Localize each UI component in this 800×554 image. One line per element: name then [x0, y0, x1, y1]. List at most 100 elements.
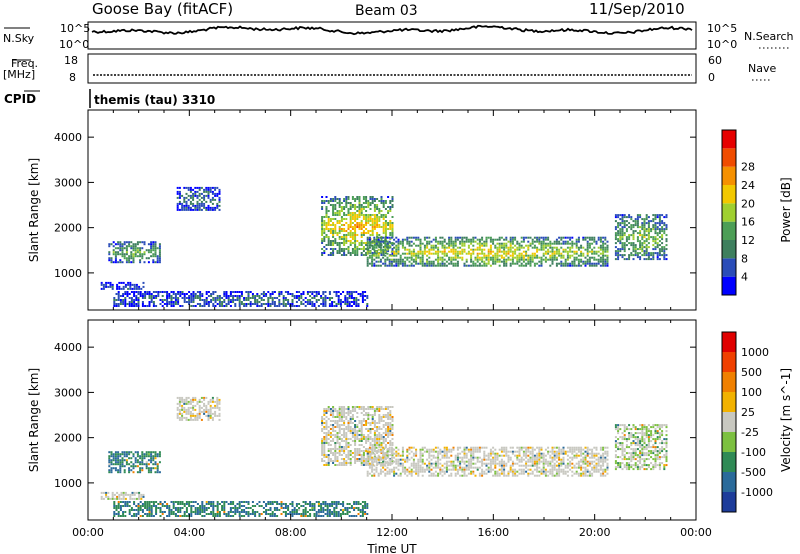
data-cell [345, 446, 348, 448]
data-cell [116, 491, 119, 494]
data-cell [284, 299, 287, 301]
data-cell [327, 230, 330, 232]
data-cell [336, 426, 339, 428]
data-cell [566, 262, 569, 265]
data-cell [483, 470, 486, 473]
data-cell [382, 464, 385, 467]
data-cell [384, 208, 387, 210]
data-cell [525, 452, 528, 455]
data-cell [401, 242, 404, 245]
data-cell [560, 238, 563, 241]
data-cell [437, 240, 440, 243]
data-cell [544, 460, 547, 463]
data-cell [329, 458, 332, 460]
data-cell [332, 438, 335, 440]
data-cell [494, 262, 497, 265]
data-cell [555, 446, 558, 449]
data-cell [645, 252, 648, 255]
data-cell [527, 446, 530, 449]
data-cell [354, 434, 357, 436]
data-cell [327, 200, 330, 202]
data-cell [549, 246, 552, 249]
data-cell [183, 200, 186, 203]
data-cell [340, 438, 343, 440]
data-cell [432, 450, 435, 453]
data-cell [430, 450, 433, 453]
data-cell [354, 236, 357, 238]
data-cell [143, 243, 146, 246]
data-cell [531, 462, 534, 465]
data-cell [111, 493, 114, 496]
data-cell [190, 305, 193, 307]
data-cell [267, 303, 270, 305]
data-cell [586, 454, 589, 457]
data-cell [397, 260, 400, 263]
data-cell [102, 497, 105, 500]
data-cell [327, 454, 330, 456]
data-cell [498, 248, 501, 251]
data-cell [382, 436, 385, 438]
date-title: 11/Sep/2010 [589, 0, 685, 18]
data-cell [391, 232, 394, 234]
data-cell [476, 448, 479, 451]
data-cell [389, 228, 392, 230]
data-cell [417, 236, 420, 239]
data-cell [621, 242, 624, 245]
data-cell [621, 248, 624, 251]
data-cell [340, 254, 343, 256]
data-cell [198, 186, 201, 189]
data-cell [379, 472, 382, 475]
data-cell [621, 238, 624, 241]
data-cell [373, 460, 376, 463]
data-cell [410, 456, 413, 459]
data-cell [334, 430, 337, 432]
data-cell [367, 406, 370, 408]
data-cell [356, 430, 359, 432]
data-cell [593, 252, 596, 255]
data-cell [356, 224, 359, 226]
data-cell [284, 291, 287, 293]
data-cell [365, 216, 368, 218]
data-cell [384, 446, 387, 449]
data-cell [555, 452, 558, 455]
data-cell [373, 424, 376, 426]
data-cell [380, 406, 383, 408]
data-cell [623, 226, 626, 229]
data-cell [487, 456, 490, 459]
data-cell [321, 240, 324, 242]
data-cell [198, 188, 201, 191]
data-cell [183, 301, 186, 303]
data-cell [542, 258, 545, 261]
data-cell [329, 410, 332, 412]
data-cell [379, 260, 382, 263]
data-cell [365, 228, 368, 230]
data-cell [108, 259, 111, 262]
data-cell [437, 242, 440, 245]
data-cell [619, 248, 622, 251]
data-cell [390, 236, 393, 239]
data-cell [419, 464, 422, 467]
data-cell [573, 472, 576, 475]
data-cell [145, 453, 148, 456]
data-cell [566, 240, 569, 243]
data-cell [345, 464, 348, 466]
data-cell [379, 450, 382, 453]
data-cell [456, 256, 459, 259]
data-cell [338, 462, 341, 464]
data-cell [496, 458, 499, 461]
cpid-label: CPID [4, 92, 36, 106]
data-cell [327, 244, 330, 246]
data-cell [334, 436, 337, 438]
data-cell [166, 293, 169, 295]
data-cell [343, 440, 346, 442]
data-cell [357, 293, 360, 295]
data-cell [344, 295, 347, 297]
data-cell [606, 256, 609, 259]
data-cell [551, 448, 554, 451]
data-cell [647, 220, 650, 223]
data-cell [147, 471, 150, 474]
data-cell [340, 230, 343, 232]
data-cell [384, 226, 387, 228]
data-cell [511, 258, 514, 261]
data-cell [321, 242, 324, 244]
